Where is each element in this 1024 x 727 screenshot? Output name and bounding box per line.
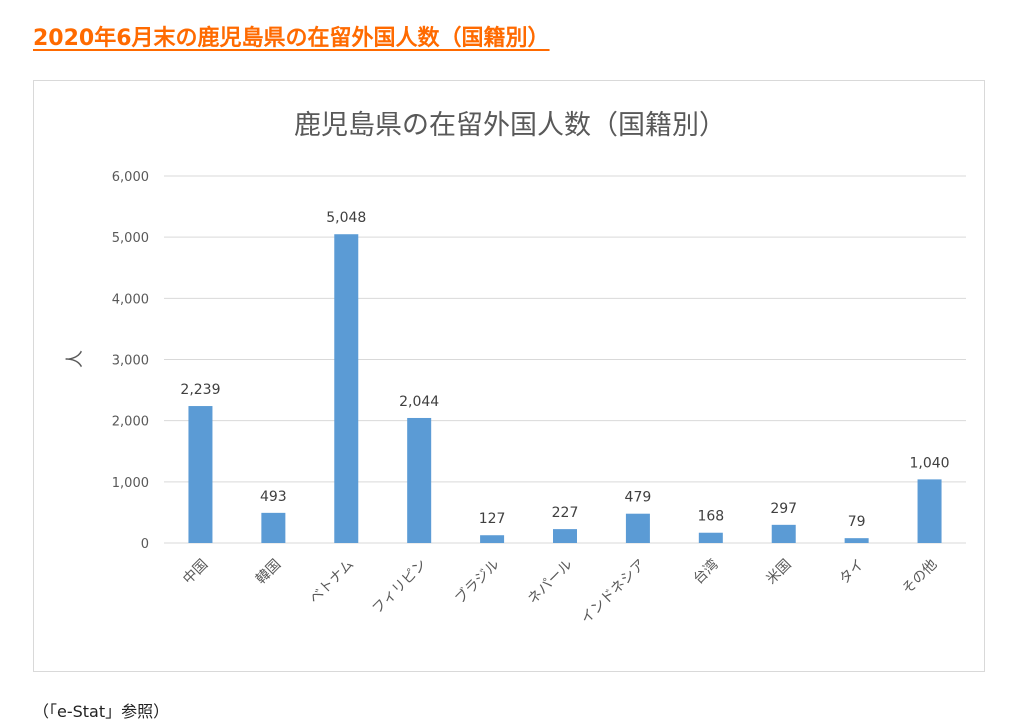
y-tick-label: 6,000 xyxy=(112,170,149,185)
category-label: ネパール xyxy=(525,557,576,608)
category-label: タイ xyxy=(836,557,867,588)
bar-chart: 鹿児島県の在留外国人数（国籍別） 0 1,000 2,000 3,000 4,000 5,… xyxy=(65,110,966,627)
bar xyxy=(917,479,942,543)
y-tick-label: 5,000 xyxy=(112,231,149,246)
category-labels: 中国 韓国 ベトナム フィリピン ブラジル ネパール インドネシア 台湾 米国 タイ その他 xyxy=(180,556,940,627)
y-tick-label: 1,000 xyxy=(112,476,149,491)
category-label: ブラジル xyxy=(451,556,502,607)
y-tick-label: 4,000 xyxy=(112,292,149,307)
bars xyxy=(188,234,942,544)
bar xyxy=(407,417,432,543)
category-label: フィリピン xyxy=(369,557,430,618)
y-tick-label: 2,000 xyxy=(112,415,149,430)
data-label: 2,044 xyxy=(399,394,439,410)
data-label: 493 xyxy=(260,489,287,505)
data-label: 2,239 xyxy=(180,382,220,398)
bar xyxy=(334,234,359,544)
bar xyxy=(261,512,286,543)
data-label: 79 xyxy=(848,514,866,530)
category-label: その他 xyxy=(899,557,940,598)
bar xyxy=(844,538,869,543)
category-label: 韓国 xyxy=(253,557,284,588)
category-label: インドネシア xyxy=(578,557,649,628)
gridlines xyxy=(164,175,966,544)
page-heading: 2020年6月末の鹿児島県の在留外国人数（国籍別） xyxy=(33,26,550,51)
bar xyxy=(698,532,723,543)
y-axis-label: 人 xyxy=(65,350,86,368)
data-label: 5,048 xyxy=(326,210,366,226)
bar xyxy=(480,535,505,543)
y-axis-ticks: 0 1,000 2,000 3,000 4,000 5,000 6,000 xyxy=(112,170,149,552)
category-label: 米国 xyxy=(763,557,794,588)
bar xyxy=(771,524,796,543)
category-label: ベトナム xyxy=(306,557,357,608)
data-label: 1,040 xyxy=(909,455,949,471)
category-label: 中国 xyxy=(180,557,211,588)
y-tick-label: 0 xyxy=(141,537,149,552)
bar xyxy=(188,406,213,543)
source-footnote: （「e-Stat」参照） xyxy=(33,702,170,721)
data-label: 168 xyxy=(697,509,724,525)
chart-container: 鹿児島県の在留外国人数（国籍別） 0 1,000 2,000 3,000 4,000 5,… xyxy=(33,80,985,672)
bar xyxy=(625,513,650,543)
data-label: 227 xyxy=(552,505,579,521)
y-tick-label: 3,000 xyxy=(112,354,149,369)
data-labels: 2,239 493 5,048 2,044 127 227 479 168 297 79 1,040 xyxy=(180,210,949,530)
category-label: 台湾 xyxy=(690,556,722,588)
data-label: 127 xyxy=(479,511,506,527)
data-label: 297 xyxy=(770,501,797,517)
chart-title: 鹿児島県の在留外国人数（国籍別） xyxy=(294,110,726,141)
data-label: 479 xyxy=(625,490,652,506)
bar xyxy=(553,529,577,543)
